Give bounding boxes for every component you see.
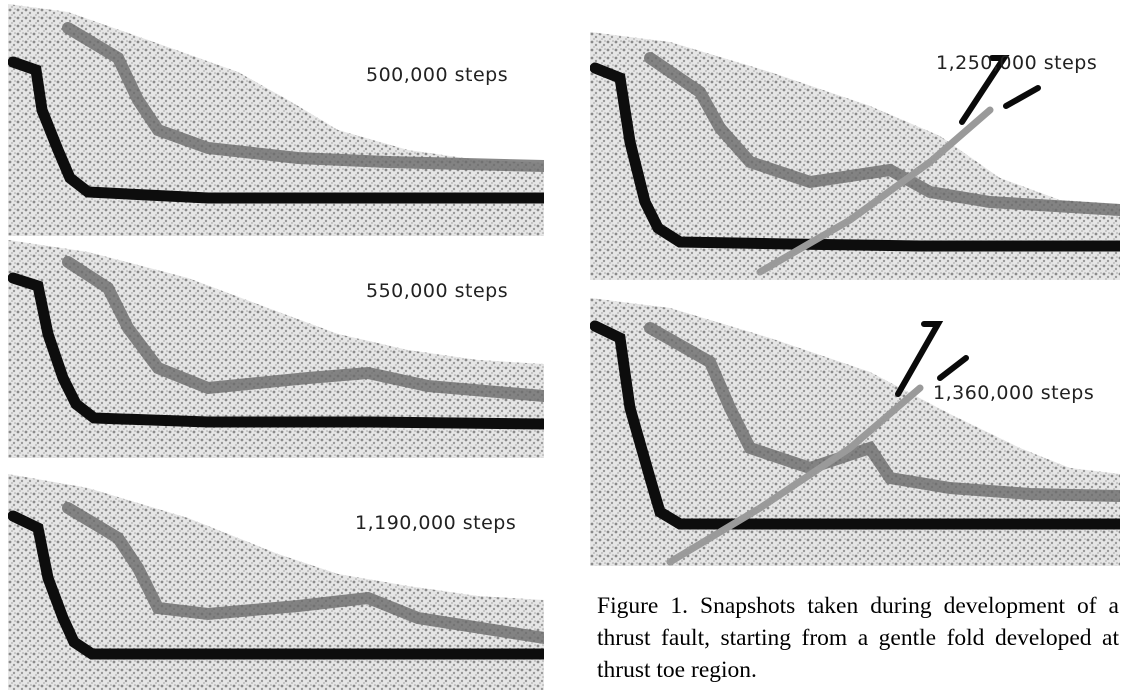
panel-label: 1,190,000 steps [355, 512, 517, 534]
snapshot-image-1250000 [590, 32, 1120, 280]
panel-label: 1,360,000 steps [933, 382, 1095, 404]
snapshot-image-1360000 [590, 298, 1120, 566]
snapshot-image-1190000 [8, 474, 544, 690]
figure-caption: Figure 1. Snapshots taken during develop… [597, 593, 1119, 683]
snapshot-panel-1250000: 1,250,000 steps [590, 32, 1120, 280]
panel-label: 500,000 steps [366, 64, 509, 86]
snapshot-image-500000 [8, 4, 544, 236]
panel-label: 550,000 steps [366, 280, 509, 302]
snapshot-panel-1190000: 1,190,000 steps [8, 468, 544, 690]
snapshot-panel-550000: 550,000 steps [8, 238, 544, 458]
snapshot-panel-1360000: 1,360,000 steps [590, 298, 1120, 566]
snapshot-panel-500000: 500,000 steps [8, 0, 544, 236]
snapshot-image-550000 [8, 240, 544, 458]
panel-label: 1,250,000 steps [936, 52, 1098, 74]
